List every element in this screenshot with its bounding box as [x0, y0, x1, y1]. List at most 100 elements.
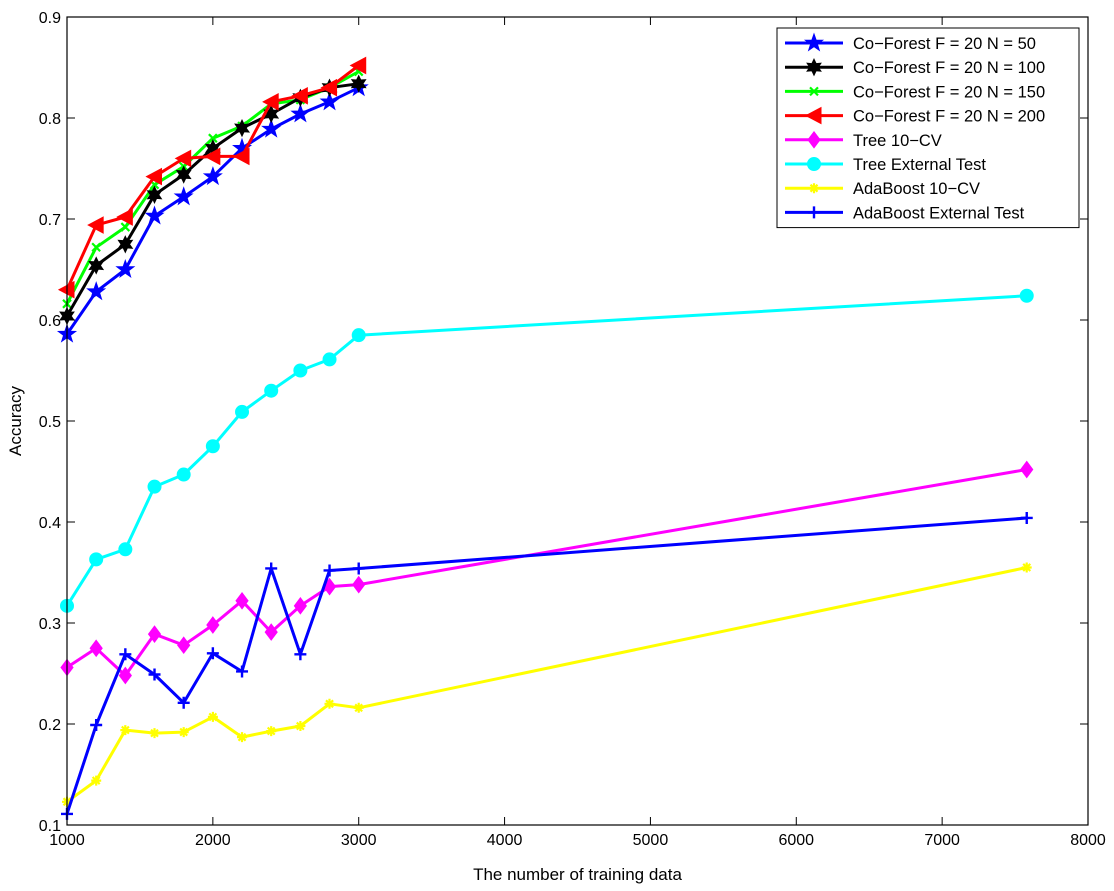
x-tick-label: 8000: [1070, 832, 1106, 849]
legend-item: Co−Forest F = 20 N = 100: [785, 58, 1045, 77]
y-tick-label: 0.7: [39, 212, 61, 229]
data-point: [116, 208, 133, 226]
legend-label: Co−Forest F = 20 N = 150: [853, 83, 1045, 101]
data-point: [147, 479, 162, 494]
data-point: [177, 696, 190, 709]
y-tick-label: 0.4: [39, 515, 61, 532]
data-point: [206, 647, 219, 660]
data-point: [115, 258, 136, 279]
y-axis-label: Accuracy: [6, 386, 25, 456]
series-layer: [56, 56, 1034, 820]
legend-item: Co−Forest F = 20 N = 50: [785, 32, 1036, 53]
y-tick-label: 0.6: [39, 313, 61, 330]
legend-label: Co−Forest F = 20 N = 200: [853, 108, 1045, 126]
data-point: [349, 56, 367, 75]
y-tick-label: 0.2: [39, 717, 61, 734]
series-2: [62, 66, 364, 309]
series-0: [56, 77, 369, 343]
data-point: [120, 725, 131, 736]
data-point: [293, 596, 307, 615]
series-line: [65, 516, 1027, 815]
data-point: [144, 205, 165, 225]
legend-marker: [803, 32, 825, 52]
legend: Co−Forest F = 20 N = 50 Co−Forest F = 20 …: [776, 27, 1080, 229]
data-point: [352, 575, 366, 594]
data-point: [1019, 288, 1034, 303]
data-point: [261, 118, 282, 138]
data-point: [177, 636, 191, 655]
data-point: [117, 235, 134, 254]
legend-label: Tree External Test: [853, 156, 986, 174]
data-point: [1020, 460, 1034, 479]
data-point: [206, 616, 220, 634]
series-7: [61, 511, 1033, 820]
x-tick-label: 4000: [487, 832, 523, 849]
legend-label: Co−Forest F = 20 N = 100: [853, 59, 1045, 77]
x-tick-label: 5000: [633, 832, 669, 849]
data-point: [264, 383, 279, 398]
data-point: [119, 648, 132, 661]
data-point: [86, 281, 107, 301]
data-point: [91, 775, 102, 786]
data-point: [147, 625, 162, 643]
y-tick-label: 0.8: [39, 111, 61, 128]
data-point: [89, 552, 104, 567]
data-point: [266, 726, 277, 737]
data-point: [120, 222, 131, 232]
y-tick-label: 0.9: [39, 10, 61, 27]
legend-marker: [809, 86, 819, 97]
data-point: [118, 666, 132, 685]
x-tick-label: 6000: [778, 832, 814, 849]
legend-item: AdaBoost External Test: [785, 204, 1025, 222]
legend-label: Tree 10−CV: [853, 132, 942, 150]
data-point: [319, 91, 340, 111]
data-point: [145, 167, 163, 186]
data-point: [350, 74, 367, 93]
data-point: [290, 103, 311, 123]
data-point: [291, 86, 308, 105]
data-point: [146, 185, 163, 204]
data-point: [353, 702, 364, 713]
legend-marker: [807, 157, 821, 171]
legend-label: Co−Forest F = 20 N = 50: [853, 35, 1036, 53]
data-point: [90, 719, 103, 732]
data-point: [265, 562, 278, 575]
legend-item: Tree External Test: [785, 156, 986, 174]
data-point: [235, 591, 249, 610]
data-point: [234, 118, 251, 138]
data-point: [1021, 562, 1032, 573]
x-tick-label: 3000: [341, 832, 377, 849]
data-point: [207, 711, 218, 722]
data-point: [237, 732, 247, 743]
y-axis: 0.1 0.2 0.3 0.4 0.5 0.6 0.7 0.8 0.9: [39, 10, 1088, 835]
y-tick-label: 0.1: [39, 818, 61, 835]
legend-label: AdaBoost 10−CV: [853, 180, 980, 198]
data-point: [294, 648, 307, 661]
data-point: [1020, 511, 1033, 524]
legend-item: Co−Forest F = 20 N = 150: [785, 83, 1045, 101]
data-point: [87, 216, 104, 234]
data-point: [175, 165, 192, 184]
legend-marker: [806, 58, 822, 77]
data-point: [176, 467, 191, 482]
data-point: [293, 363, 308, 378]
data-point: [320, 78, 338, 97]
legend-marker: [809, 183, 819, 194]
x-tick-label: 1000: [49, 832, 85, 849]
data-point: [235, 404, 250, 419]
series-3: [57, 56, 367, 299]
data-point: [148, 668, 161, 681]
legend-box: [776, 27, 1080, 229]
legend-marker: [804, 106, 822, 125]
data-point: [89, 639, 103, 658]
data-point: [351, 328, 366, 343]
data-point: [295, 721, 306, 731]
data-point: [173, 186, 194, 206]
data-point: [232, 147, 250, 166]
series-6: [62, 562, 1032, 807]
data-point: [324, 698, 335, 709]
data-point: [203, 147, 221, 166]
x-tick-label: 7000: [924, 832, 960, 849]
